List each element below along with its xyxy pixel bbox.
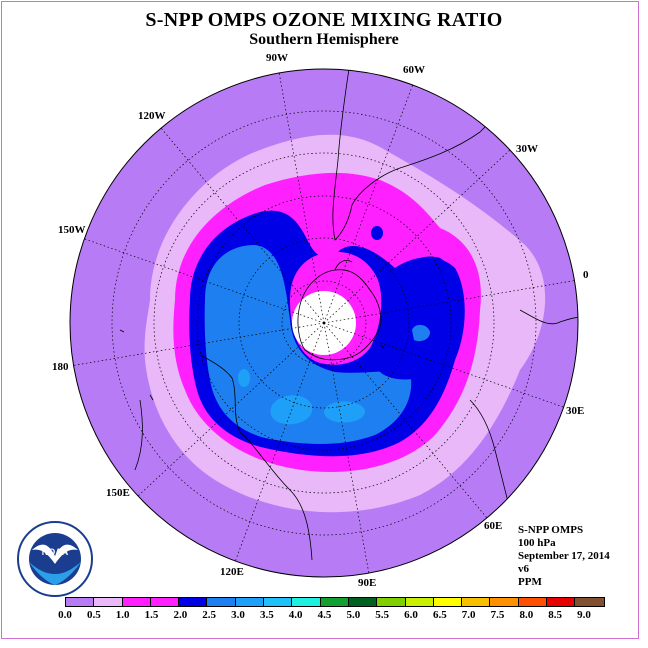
lon-label-120e: 120E bbox=[220, 566, 244, 578]
map-subtitle: Southern Hemisphere bbox=[249, 31, 399, 48]
colorbar-tick-label: 2.5 bbox=[202, 609, 217, 621]
colorbar-segment-16 bbox=[518, 598, 548, 606]
colorbar-tick-label: 5.0 bbox=[346, 609, 361, 621]
lon-label-60w: 60W bbox=[403, 64, 425, 76]
colorbar bbox=[65, 597, 605, 607]
colorbar-tick-label: 6.5 bbox=[432, 609, 447, 621]
lon-label-120w: 120W bbox=[138, 110, 166, 122]
info-level: 100 hPa bbox=[518, 537, 556, 549]
colorbar-segment-12 bbox=[405, 598, 434, 606]
colorbar-segment-0 bbox=[66, 598, 95, 606]
contour-2.5-3.0-b bbox=[324, 401, 366, 423]
contour-small-blue bbox=[371, 226, 383, 240]
colorbar-segment-2 bbox=[122, 598, 151, 606]
info-units: PPM bbox=[518, 576, 542, 588]
graticule bbox=[70, 71, 578, 575]
coast-africa bbox=[519, 309, 578, 325]
colorbar-tick-label: 5.5 bbox=[375, 609, 390, 621]
colorbar-segment-17 bbox=[547, 598, 576, 606]
colorbar-tick-label: 1.5 bbox=[144, 609, 159, 621]
lon-label-0: 0 bbox=[583, 269, 589, 281]
colorbar-segment-6 bbox=[235, 598, 265, 606]
colorbar-segment-5 bbox=[207, 598, 236, 606]
colorbar-segment-10 bbox=[348, 598, 378, 606]
colorbar-tick-label: 4.5 bbox=[317, 609, 332, 621]
noaa-logo-icon: NOAA bbox=[17, 521, 93, 597]
coast-australia bbox=[199, 354, 313, 561]
colorbar-tick-label: 2.0 bbox=[173, 609, 188, 621]
lon-label-90e: 90E bbox=[358, 577, 376, 589]
map-title: S-NPP OMPS OZONE MIXING RATIO bbox=[145, 9, 503, 31]
colorbar-segment-13 bbox=[433, 598, 463, 606]
logo-text: NOAA bbox=[42, 547, 69, 557]
info-instrument: S-NPP OMPS bbox=[518, 524, 584, 536]
map-border bbox=[69, 68, 579, 578]
colorbar-segment-14 bbox=[462, 598, 491, 606]
colorbar-segment-15 bbox=[490, 598, 519, 606]
lon-label-180: 180 bbox=[52, 361, 69, 373]
colorbar-segment-4 bbox=[179, 598, 208, 606]
coast-islands bbox=[119, 329, 385, 401]
colorbar-tick-label: 7.0 bbox=[461, 609, 476, 621]
lon-label-30w: 30W bbox=[516, 143, 538, 155]
coast-africa-east bbox=[469, 399, 511, 511]
colorbar-ticks: 0.0 0.5 1.0 1.5 2.0 2.5 3.0 3.5 4.0 4.5 5.0 5.5 6.0 6… bbox=[58, 609, 591, 623]
colorbar-tick-label: 7.5 bbox=[490, 609, 505, 621]
colorbar-segment-18 bbox=[575, 598, 604, 606]
colorbar-segment-7 bbox=[264, 598, 293, 606]
colorbar-tick-label: 3.0 bbox=[231, 609, 245, 621]
coast-new-zealand bbox=[134, 399, 143, 471]
colorbar-tick-label: 4.0 bbox=[288, 609, 303, 621]
colorbar-segment-3 bbox=[150, 598, 180, 606]
colorbar-segment-8 bbox=[292, 598, 321, 606]
contour-east-blue bbox=[375, 256, 460, 380]
info-date: September 17, 2014 bbox=[518, 550, 610, 562]
coast-antarctic-peninsula bbox=[334, 260, 353, 271]
colorbar-tick-label: 6.0 bbox=[404, 609, 418, 621]
contour-east-light bbox=[412, 324, 430, 342]
plot-frame bbox=[1, 1, 639, 639]
colorbar-tick-label: 0.0 bbox=[58, 609, 72, 621]
lon-label-150w: 150W bbox=[58, 224, 86, 236]
contour-2.5-3.0-c bbox=[238, 369, 250, 387]
lon-label-30e: 30E bbox=[566, 405, 584, 417]
colorbar-segment-11 bbox=[377, 598, 406, 606]
coast-south-america bbox=[332, 69, 511, 241]
colorbar-segment-1 bbox=[94, 598, 123, 606]
colorbar-segment-9 bbox=[320, 598, 349, 606]
lon-label-60e: 60E bbox=[484, 520, 502, 532]
info-version: v6 bbox=[518, 563, 529, 575]
colorbar-tick-label: 8.5 bbox=[548, 609, 563, 621]
colorbar-tick-label: 0.5 bbox=[86, 609, 101, 621]
colorbar-tick-label: 3.5 bbox=[259, 609, 274, 621]
contour-2.0-2.5 bbox=[204, 245, 412, 444]
lon-label-150e: 150E bbox=[106, 487, 130, 499]
colorbar-tick-label: 9.0 bbox=[577, 609, 591, 621]
info-panel: S-NPP OMPS 100 hPa September 17, 2014 v6… bbox=[518, 524, 610, 589]
coastlines bbox=[119, 69, 578, 561]
colorbar-tick-label: 1.0 bbox=[115, 609, 130, 621]
colorbar-tick-label: 8.0 bbox=[519, 609, 534, 621]
lon-label-90w: 90W bbox=[266, 52, 288, 64]
